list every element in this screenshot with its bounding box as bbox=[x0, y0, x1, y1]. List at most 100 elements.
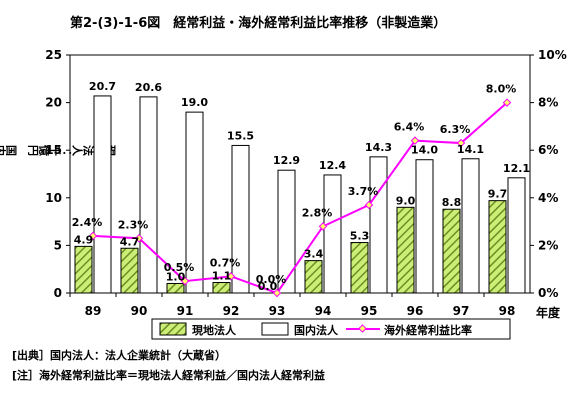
x-axis: 89 90 91 92 93 94 95 96 97 98 bbox=[69, 293, 516, 318]
source-note: [出典］国内法人：法人企業統計（大蔵省） bbox=[12, 349, 227, 362]
ratio-point bbox=[456, 138, 466, 148]
x-axis-label: 年度 bbox=[536, 305, 561, 320]
data-label-ratio: 0.5% bbox=[164, 261, 195, 274]
x-tick-label: 90 bbox=[131, 304, 148, 318]
legend-swatch-local bbox=[159, 322, 187, 336]
data-label-ratio: 0.7% bbox=[210, 256, 241, 269]
x-tick-label: 98 bbox=[499, 304, 516, 318]
bar-domestic bbox=[415, 159, 434, 294]
ratio-point bbox=[364, 200, 374, 210]
bar-local bbox=[212, 282, 231, 294]
ratio-series-line bbox=[92, 101, 508, 295]
data-label-local: 8.8 bbox=[442, 196, 462, 209]
y-tick-label-right: 2% bbox=[538, 238, 558, 252]
data-label-domestic: 12.9 bbox=[273, 154, 300, 167]
data-label-local: 0.0 bbox=[258, 280, 278, 293]
data-labels: 4.9 20.7 4.7 20.6 1.0 19.0 1.1 15.5 0.0 12.9 3.4 12… bbox=[72, 80, 530, 293]
y-tick-label-right: 4% bbox=[538, 191, 558, 205]
legend-label-local: 現地法人 bbox=[192, 323, 237, 337]
formula-note: [注］海外経常利益比率＝現地法人経常利益／国内法人経常利益 bbox=[12, 369, 326, 382]
y-tick-label-left: 15 bbox=[45, 143, 62, 157]
data-label-ratio: 3.7% bbox=[348, 185, 379, 198]
chart-title: 第2-(3)-1-6図 経常利益・海外経常利益比率推移（非製造業） bbox=[70, 15, 446, 31]
bar-local bbox=[74, 245, 93, 294]
y-tick-label-left: 25 bbox=[45, 48, 62, 62]
x-tick-label: 96 bbox=[407, 304, 424, 318]
data-label-ratio: 0.0% bbox=[256, 273, 287, 286]
y-axis-label-left: 現地法人：千億円 国内法人：兆円 bbox=[0, 144, 116, 157]
data-label-local: 5.3 bbox=[350, 230, 370, 243]
y-axis-left: 0 5 10 15 20 25 bbox=[45, 48, 70, 300]
x-tick-label: 94 bbox=[315, 304, 332, 318]
y-tick-label-right: 10% bbox=[538, 48, 567, 62]
data-label-domestic: 19.0 bbox=[181, 96, 208, 109]
y-tick-label-right: 0% bbox=[538, 286, 558, 300]
data-label-domestic: 14.0 bbox=[411, 144, 438, 157]
data-label-domestic: 20.6 bbox=[135, 81, 162, 94]
data-label-domestic: 14.1 bbox=[457, 143, 484, 156]
data-label-domestic: 20.7 bbox=[89, 80, 116, 93]
data-label-local: 1.0 bbox=[166, 270, 186, 283]
legend-label-domestic: 国内法人 bbox=[294, 323, 339, 337]
x-tick-label: 97 bbox=[453, 304, 470, 318]
legend-label-ratio: 海外経常利益比率 bbox=[384, 323, 472, 337]
bar-domestic bbox=[323, 174, 342, 294]
y-tick-label-right: 8% bbox=[538, 96, 558, 110]
y-tick-label-left: 20 bbox=[45, 96, 62, 110]
y-tick-label-left: 10 bbox=[45, 191, 62, 205]
bar-local bbox=[396, 206, 415, 294]
bar-domestic bbox=[507, 177, 526, 294]
ratio-point bbox=[318, 222, 328, 231]
x-tick-label: 91 bbox=[177, 304, 194, 318]
bars bbox=[74, 95, 526, 294]
data-label-local: 4.9 bbox=[74, 233, 94, 246]
data-label-local: 9.0 bbox=[396, 194, 416, 207]
bar-domestic bbox=[185, 111, 204, 294]
bar-local bbox=[350, 242, 369, 294]
bar-local bbox=[488, 200, 507, 294]
legend: 現地法人 国内法人 海外経常利益比率 bbox=[151, 318, 511, 340]
y-tick-label-left: 0 bbox=[54, 286, 62, 300]
ratio-point bbox=[502, 98, 512, 107]
data-label-ratio: 2.3% bbox=[118, 218, 149, 231]
bar-local bbox=[166, 282, 185, 294]
y-tick-label-left: 5 bbox=[54, 238, 62, 252]
y-axis-right: 0% 2% 4% 6% 8% 10% bbox=[530, 48, 567, 300]
legend-swatch-domestic bbox=[261, 322, 289, 336]
bar-domestic bbox=[139, 96, 158, 294]
x-tick-label: 89 bbox=[85, 304, 102, 318]
data-label-domestic: 14.3 bbox=[365, 141, 392, 154]
bar-local bbox=[120, 247, 139, 294]
data-label-ratio: 8.0% bbox=[486, 83, 517, 96]
x-tick-label: 92 bbox=[223, 304, 240, 318]
ratio-point bbox=[180, 276, 190, 286]
data-label-local: 4.7 bbox=[120, 235, 140, 248]
x-tick-label: 95 bbox=[361, 304, 378, 318]
ratio-point bbox=[226, 272, 236, 281]
data-label-ratio: 6.4% bbox=[394, 121, 425, 134]
data-label-local: 1.1 bbox=[212, 270, 232, 283]
ratio-point bbox=[88, 231, 98, 241]
data-label-local: 9.7 bbox=[488, 188, 508, 201]
data-label-domestic: 12.1 bbox=[503, 162, 530, 175]
data-label-ratio: 2.8% bbox=[302, 206, 333, 219]
bar-domestic bbox=[231, 144, 250, 294]
bar-domestic bbox=[369, 156, 388, 294]
data-label-domestic: 12.4 bbox=[319, 159, 346, 172]
data-label-local: 3.4 bbox=[304, 248, 324, 261]
data-label-domestic: 15.5 bbox=[227, 129, 254, 142]
bar-domestic bbox=[461, 158, 480, 294]
bar-local bbox=[442, 208, 461, 294]
bar-domestic bbox=[277, 169, 296, 294]
ratio-point bbox=[272, 288, 282, 298]
bar-domestic bbox=[93, 95, 112, 294]
data-label-ratio: 6.3% bbox=[440, 123, 471, 136]
data-label-ratio: 2.4% bbox=[72, 216, 103, 229]
x-tick-label: 93 bbox=[269, 304, 286, 318]
ratio-point bbox=[134, 234, 144, 243]
ratio-line bbox=[88, 98, 512, 298]
ratio-point bbox=[410, 136, 420, 145]
y-tick-label-right: 6% bbox=[538, 143, 558, 157]
bar-local bbox=[304, 260, 323, 294]
